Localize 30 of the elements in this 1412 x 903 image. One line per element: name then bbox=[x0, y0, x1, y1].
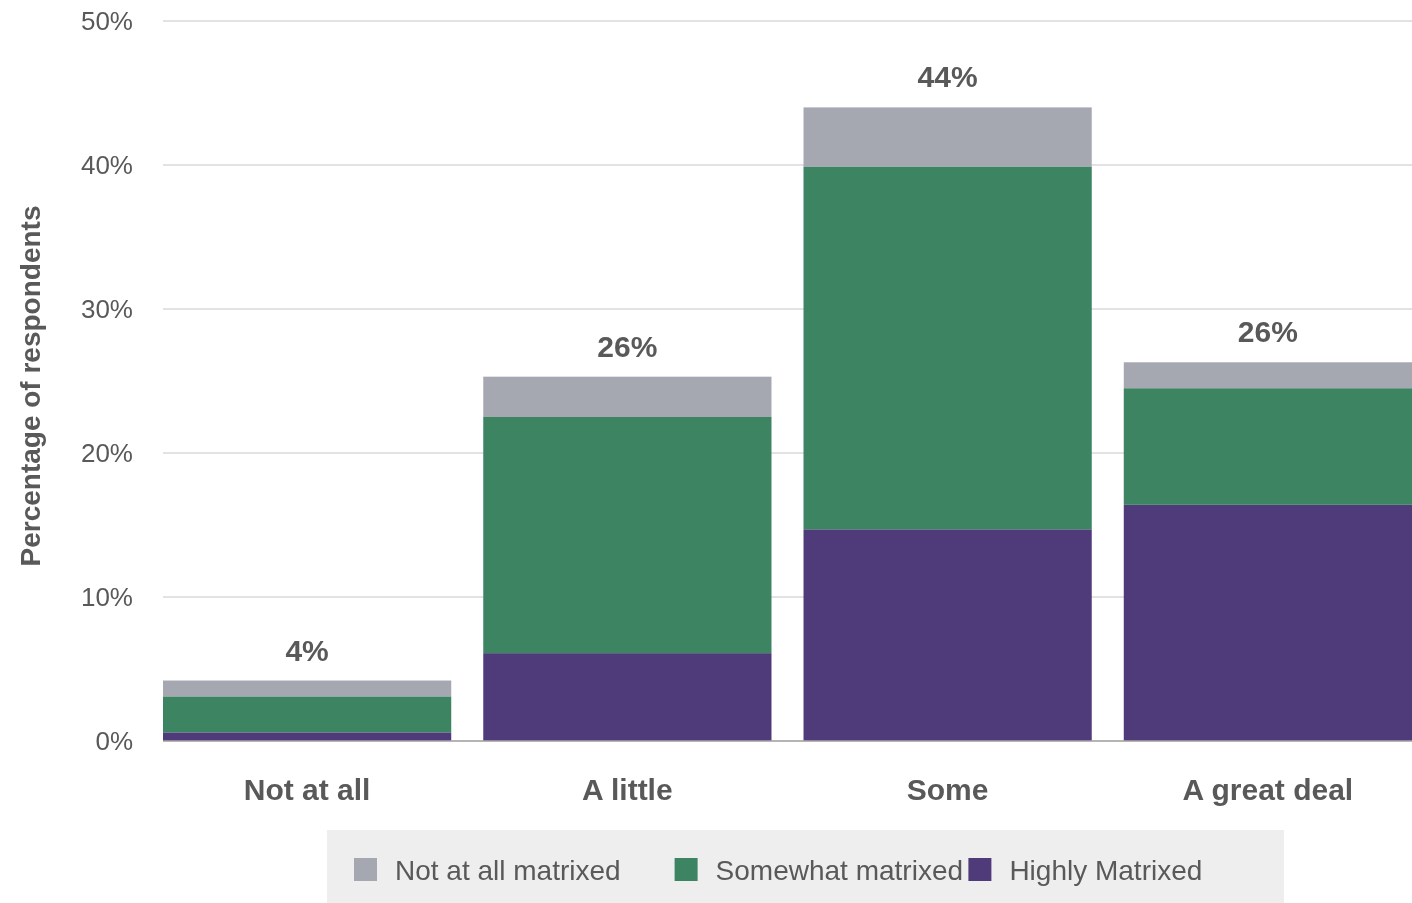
bar bbox=[1123, 362, 1412, 389]
total-label: 44% bbox=[917, 60, 978, 94]
bar bbox=[163, 680, 452, 697]
x-tick-label: Some bbox=[906, 773, 989, 806]
bar bbox=[803, 529, 1092, 741]
bar bbox=[483, 376, 772, 417]
bar bbox=[163, 696, 452, 733]
total-label: 26% bbox=[1237, 315, 1298, 349]
y-tick-label: 20% bbox=[80, 438, 133, 469]
y-tick-label: 10% bbox=[80, 582, 133, 613]
y-tick-label: 30% bbox=[80, 294, 133, 325]
x-tick-label: Not at all bbox=[243, 773, 371, 806]
legend-label: Highly Matrixed bbox=[1009, 854, 1203, 886]
y-axis-title: Percentage of respondents bbox=[15, 205, 46, 567]
total-label: 4% bbox=[285, 633, 329, 667]
bar bbox=[803, 107, 1092, 167]
bar bbox=[1123, 504, 1412, 741]
bar bbox=[1123, 388, 1412, 505]
bar bbox=[163, 732, 452, 741]
y-tick-label: 0% bbox=[95, 726, 133, 757]
y-tick-label: 40% bbox=[80, 150, 133, 181]
y-tick-label: 50% bbox=[80, 6, 133, 37]
bar bbox=[483, 417, 772, 654]
x-tick-label: A little bbox=[582, 773, 673, 806]
legend-label: Not at all matrixed bbox=[395, 854, 621, 886]
x-tick-label: A great deal bbox=[1182, 773, 1354, 806]
legend-label: Somewhat matrixed bbox=[715, 854, 964, 886]
bar bbox=[483, 653, 772, 741]
bar bbox=[803, 166, 1092, 530]
total-label: 26% bbox=[597, 329, 658, 363]
